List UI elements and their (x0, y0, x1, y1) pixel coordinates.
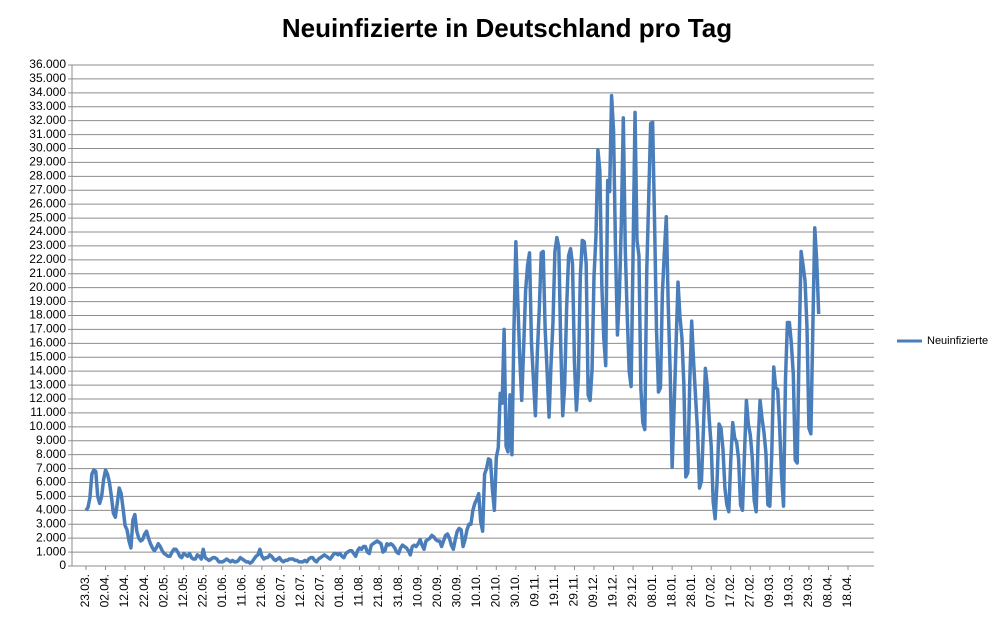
chart-title: Neuinfizierte in Deutschland pro Tag (282, 13, 732, 43)
x-tick-label: 10.09. (410, 574, 424, 607)
y-tick-label: 7.000 (36, 461, 66, 475)
x-tick-label: 10.10. (469, 574, 483, 607)
x-tick-label: 20.10. (488, 574, 502, 607)
y-tick-label: 25.000 (29, 210, 66, 224)
x-tick-label: 31.08. (391, 574, 405, 607)
x-tick-label: 29.11. (567, 574, 581, 606)
x-tick-label: 12.07. (293, 574, 307, 607)
x-tick-label: 08.04. (821, 574, 835, 607)
y-tick-label: 17.000 (29, 322, 66, 336)
y-tick-label: 22.000 (29, 252, 66, 266)
x-tick-label: 19.03. (782, 574, 796, 607)
y-tick-label: 19.000 (29, 294, 66, 308)
y-tick-label: 11.000 (30, 405, 66, 419)
x-tick-label: 20.09. (430, 574, 444, 607)
x-tick-label: 29.03. (801, 574, 815, 607)
y-tick-label: 3.000 (36, 516, 66, 530)
y-tick-label: 15.000 (29, 349, 66, 363)
x-tick-label: 07.02. (703, 574, 717, 607)
y-tick-label: 27.000 (29, 182, 66, 196)
x-tick-label: 19.11. (547, 574, 561, 606)
x-tick-label: 28.01. (684, 574, 698, 607)
y-tick-label: 14.000 (29, 363, 66, 377)
y-tick-label: 12.000 (29, 391, 66, 405)
x-tick-label: 12.04. (117, 574, 131, 607)
y-tick-label: 16.000 (29, 336, 66, 350)
y-tick-label: 13.000 (29, 377, 66, 391)
x-tick-label: 11.08. (352, 574, 366, 606)
x-tick-label: 08.01. (645, 574, 659, 607)
x-tick-label: 09.11. (528, 574, 542, 606)
x-tick-label: 23.03. (78, 574, 92, 607)
y-tick-label: 28.000 (29, 169, 66, 183)
x-tick-label: 01.06. (215, 574, 229, 607)
x-tick-label: 09.12. (586, 574, 600, 607)
x-tick-label: 02.07. (274, 574, 288, 607)
x-tick-label: 22.05. (195, 574, 209, 607)
x-tick-label: 21.08. (371, 574, 385, 607)
x-tick-label: 02.05. (156, 574, 170, 607)
x-tick-label: 11.06. (234, 574, 248, 606)
y-tick-label: 31.000 (29, 127, 66, 141)
y-tick-label: 5.000 (36, 489, 66, 503)
y-tick-label: 1.000 (36, 544, 66, 558)
x-tick-label: 19.12. (606, 574, 620, 607)
y-tick-label: 24.000 (29, 224, 66, 238)
x-tick-label: 12.05. (176, 574, 190, 607)
y-tick-label: 10.000 (29, 419, 66, 433)
legend-label: Neuinfizierte (927, 335, 988, 347)
x-tick-label: 27.02. (742, 574, 756, 607)
x-tick-label: 29.12. (625, 574, 639, 607)
x-tick-label: 17.02. (723, 574, 737, 607)
y-tick-label: 34.000 (29, 85, 66, 99)
y-tick-label: 32.000 (29, 113, 66, 127)
data-line (84, 93, 821, 565)
x-tick-label: 30.10. (508, 574, 522, 607)
y-tick-label: 2.000 (36, 530, 66, 544)
y-tick-label: 8.000 (36, 447, 66, 461)
x-tick-label: 30.09. (449, 574, 463, 607)
y-tick-label: 21.000 (29, 266, 66, 280)
y-tick-label: 36.000 (29, 57, 66, 71)
y-tick-label: 9.000 (36, 433, 66, 447)
x-tick-label: 21.06. (254, 574, 268, 607)
x-tick-label: 02.04. (98, 574, 112, 607)
y-tick-label: 30.000 (29, 141, 66, 155)
y-tick-label: 23.000 (29, 238, 66, 252)
y-tick-label: 35.000 (29, 71, 66, 85)
y-tick-label: 0 (59, 558, 66, 572)
y-tick-label: 18.000 (29, 308, 66, 322)
y-tick-label: 33.000 (29, 99, 66, 113)
x-tick-label: 01.08. (332, 574, 346, 607)
y-tick-label: 6.000 (36, 475, 66, 489)
x-tick-label: 18.01. (664, 574, 678, 607)
x-tick-label: 18.04. (840, 574, 854, 607)
y-tick-label: 4.000 (36, 503, 66, 517)
y-tick-label: 29.000 (29, 155, 66, 169)
x-tick-label: 22.04. (137, 574, 151, 607)
x-tick-label: 22.07. (313, 574, 327, 607)
y-tick-label: 20.000 (29, 280, 66, 294)
x-tick-label: 09.03. (762, 574, 776, 607)
y-tick-label: 26.000 (29, 196, 66, 210)
